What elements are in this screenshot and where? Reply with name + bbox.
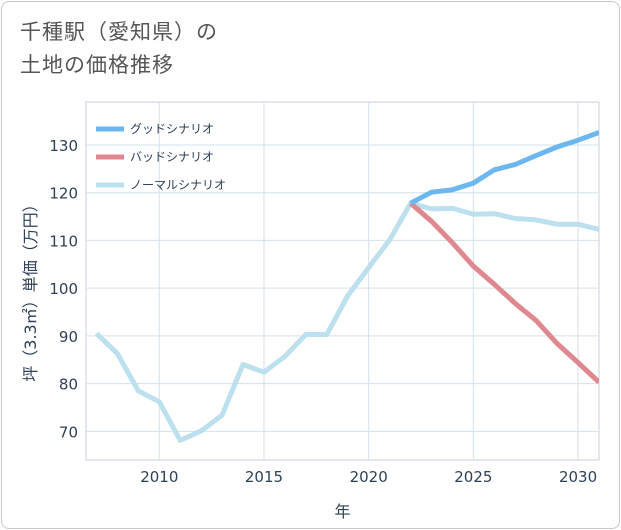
plot-area	[85, 101, 600, 461]
y-tick-label: 80	[59, 376, 78, 394]
tick-labels: 70 80 90 100 110 120 130 2010 2015 2020 2025 2030	[49, 137, 597, 486]
title-line-2: 土地の価格推移	[20, 53, 174, 77]
legend-label-0: グッドシナリオ	[130, 122, 214, 136]
x-tick-label: 2020	[350, 468, 388, 486]
page-title: 千種駅（愛知県）の 土地の価格推移	[20, 16, 218, 82]
y-tick-label: 120	[49, 185, 78, 203]
x-tick-label: 2030	[559, 468, 597, 486]
title-line-1: 千種駅（愛知県）の	[20, 20, 218, 44]
legend-label-2: ノーマルシナリオ	[130, 178, 226, 192]
series-line-1	[408, 201, 599, 385]
y-tick-label: 90	[59, 328, 78, 346]
series-lines	[94, 130, 599, 443]
y-axis-title: 坪（3.3㎡）単価（万円）	[21, 196, 40, 381]
x-tick-label: 2010	[140, 468, 178, 486]
x-tick-label: 2025	[454, 468, 492, 486]
y-tick-label: 100	[49, 280, 78, 298]
legend-label-1: バッドシナリオ	[130, 150, 214, 164]
series-line-0	[409, 130, 599, 206]
y-tick-label: 110	[49, 232, 78, 250]
y-tick-label: 130	[49, 137, 78, 155]
series-line-2	[94, 200, 599, 443]
x-axis-title: 年	[334, 502, 350, 521]
y-tick-label: 70	[59, 423, 78, 441]
x-tick-label: 2015	[245, 468, 283, 486]
